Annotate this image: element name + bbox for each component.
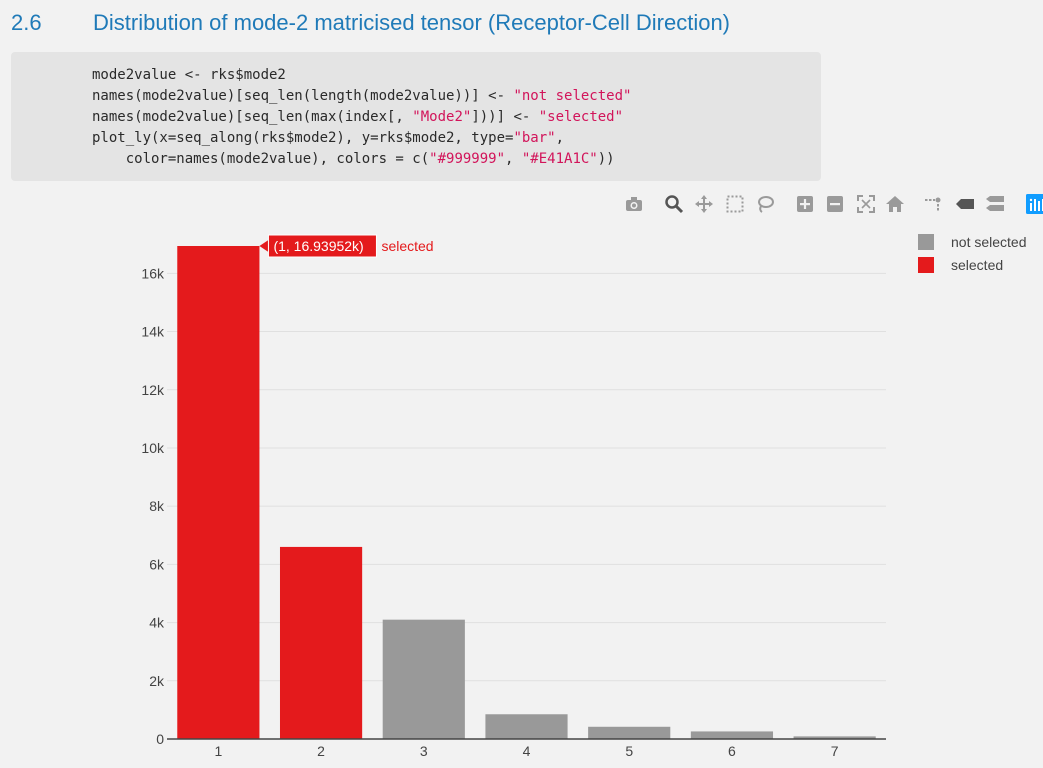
hover-closest-button[interactable] bbox=[953, 192, 977, 216]
zoom-in-button[interactable] bbox=[793, 192, 817, 216]
legend-label: not selected bbox=[951, 233, 1027, 250]
code-text: , bbox=[555, 130, 565, 146]
zoom-in-icon bbox=[797, 196, 813, 212]
code-text: )) bbox=[597, 151, 615, 167]
y-tick-label: 14k bbox=[141, 324, 165, 340]
section-title: Distribution of mode-2 matricised tensor… bbox=[93, 10, 731, 35]
lasso-icon bbox=[758, 196, 774, 213]
autoscale-icon bbox=[857, 195, 875, 213]
box-select-button[interactable] bbox=[723, 192, 747, 216]
zoom-icon bbox=[665, 195, 684, 214]
code-line: names(mode2value)[seq_len(length(mode2va… bbox=[92, 86, 821, 107]
bar[interactable] bbox=[279, 546, 363, 739]
spikelines-icon bbox=[925, 197, 941, 211]
section-number: 2.6 bbox=[11, 10, 42, 35]
hover-compare-button[interactable] bbox=[983, 192, 1007, 216]
plotly-logo-icon bbox=[1026, 194, 1043, 214]
legend-label: selected bbox=[951, 256, 1004, 273]
tooltip-pointer bbox=[259, 240, 269, 252]
code-text: mode2value <- rks$mode2 bbox=[92, 67, 286, 83]
y-tick-label: 8k bbox=[149, 498, 165, 514]
x-tick-label: 3 bbox=[420, 743, 428, 759]
camera-icon bbox=[626, 197, 642, 211]
home-button[interactable] bbox=[883, 192, 907, 216]
camera-button[interactable] bbox=[622, 192, 646, 216]
legend-item[interactable]: not selected bbox=[918, 230, 1027, 253]
code-string: "selected" bbox=[538, 109, 624, 125]
x-tick-label: 5 bbox=[625, 743, 633, 759]
code-line: names(mode2value)[seq_len(max(index[, "M… bbox=[92, 107, 821, 128]
y-tick-label: 12k bbox=[141, 382, 165, 398]
section-heading: 2.6 Distribution of mode-2 matricised ten… bbox=[11, 8, 730, 38]
zoom-out-icon bbox=[827, 196, 843, 212]
legend-swatch bbox=[918, 233, 934, 250]
tooltip-box bbox=[267, 234, 377, 258]
code-line: plot_ly(x=seq_along(rks$mode2), y=rks$mo… bbox=[92, 128, 821, 149]
legend-swatch bbox=[918, 256, 934, 273]
bar[interactable] bbox=[588, 726, 671, 739]
chart-legend: not selected selected bbox=[918, 230, 1027, 276]
pan-icon bbox=[695, 195, 713, 213]
x-tick-label: 4 bbox=[523, 743, 531, 759]
x-tick-label: 2 bbox=[317, 743, 325, 759]
code-string: "not selected" bbox=[513, 88, 632, 104]
code-text: names(mode2value)[seq_len(max(index[, bbox=[92, 109, 413, 125]
code-text: , bbox=[505, 151, 522, 167]
box-select-icon bbox=[726, 195, 744, 213]
y-tick-label: 16k bbox=[141, 265, 165, 281]
tooltip-series-name: selected bbox=[381, 238, 433, 254]
pan-button[interactable] bbox=[692, 192, 716, 216]
autoscale-button[interactable] bbox=[854, 192, 878, 216]
code-line: mode2value <- rks$mode2 bbox=[92, 65, 821, 86]
hover-compare-icon bbox=[986, 196, 1004, 211]
x-tick-label: 6 bbox=[728, 743, 736, 759]
bar[interactable] bbox=[382, 619, 465, 739]
code-text: names(mode2value)[seq_len(length(mode2va… bbox=[92, 88, 514, 104]
lasso-button[interactable] bbox=[753, 192, 777, 216]
y-tick-label: 2k bbox=[149, 673, 165, 689]
y-tick-label: 0 bbox=[156, 731, 164, 747]
code-string: "#999999" bbox=[429, 151, 506, 167]
bar[interactable] bbox=[793, 736, 876, 739]
tooltip-value: (1, 16.93952k) bbox=[273, 238, 363, 254]
y-tick-label: 6k bbox=[149, 556, 165, 572]
x-tick-label: 1 bbox=[214, 743, 222, 759]
y-tick-label: 10k bbox=[141, 440, 165, 456]
code-text: color=names(mode2value), colors = c( bbox=[92, 151, 430, 167]
plotly-logo-button[interactable] bbox=[1024, 192, 1043, 216]
code-block: mode2value <- rks$mode2 names(mode2value)… bbox=[11, 52, 821, 181]
bar[interactable] bbox=[177, 246, 260, 739]
y-tick-label: 4k bbox=[149, 615, 165, 631]
bar[interactable] bbox=[690, 731, 774, 739]
bar[interactable] bbox=[485, 714, 568, 739]
zoom-button[interactable] bbox=[662, 192, 686, 216]
home-icon bbox=[886, 196, 904, 212]
plot-modebar bbox=[620, 192, 1043, 216]
code-line: color=names(mode2value), colors = c("#99… bbox=[92, 149, 821, 170]
code-string: "bar" bbox=[513, 130, 556, 146]
code-string: "Mode2" bbox=[412, 109, 472, 125]
spikelines-button[interactable] bbox=[921, 192, 945, 216]
plot-area[interactable]: 0 2k 4k 6k 8k 10k 12k 14k 16k 1 2 3 4 5 6 7 (1, 16.93952… bbox=[0, 220, 1043, 768]
bar-chart[interactable]: 0 2k 4k 6k 8k 10k 12k 14k 16k 1 2 3 4 5 6 7 (1, 16.93952… bbox=[0, 220, 1043, 768]
x-tick-label: 7 bbox=[831, 743, 839, 759]
code-text: ]))] <- bbox=[471, 109, 539, 125]
code-text: plot_ly(x=seq_along(rks$mode2), y=rks$mo… bbox=[92, 130, 514, 146]
code-string: "#E41A1C" bbox=[521, 151, 598, 167]
zoom-out-button[interactable] bbox=[823, 192, 847, 216]
legend-item[interactable]: selected bbox=[918, 253, 1027, 276]
hover-closest-icon bbox=[956, 199, 974, 209]
